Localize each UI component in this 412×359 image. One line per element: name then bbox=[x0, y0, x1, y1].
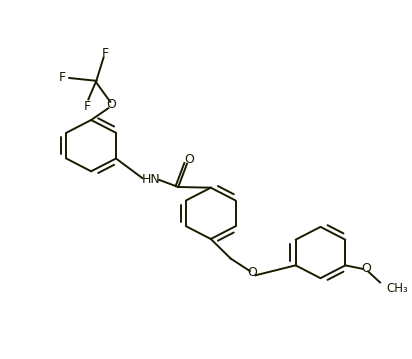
Text: O: O bbox=[248, 266, 258, 279]
Text: O: O bbox=[361, 262, 371, 275]
Text: F: F bbox=[59, 71, 66, 84]
Text: F: F bbox=[84, 100, 91, 113]
Text: O: O bbox=[107, 98, 117, 111]
Text: HN: HN bbox=[142, 173, 161, 186]
Text: CH₃: CH₃ bbox=[386, 282, 408, 295]
Text: O: O bbox=[185, 153, 194, 166]
Text: F: F bbox=[102, 47, 109, 60]
